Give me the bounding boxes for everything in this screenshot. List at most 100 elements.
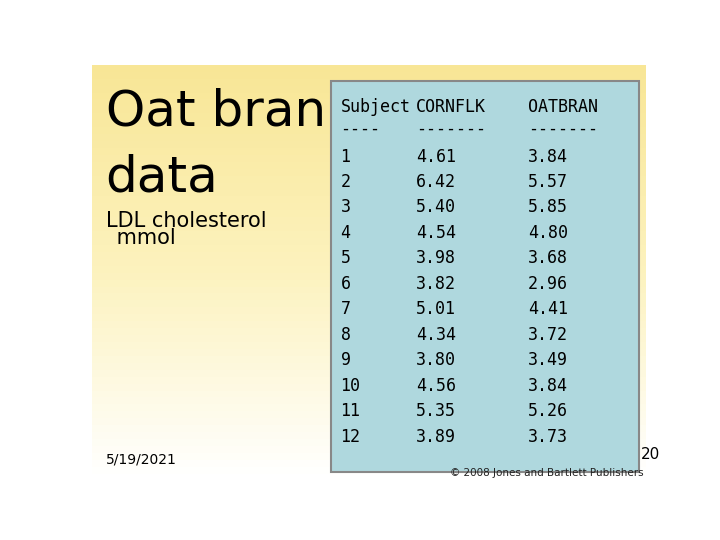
Bar (92, 127, 647, 134)
Bar (92, 168, 647, 176)
Bar (92, 245, 647, 252)
Text: 3.98: 3.98 (416, 249, 456, 267)
Text: 1: 1 (341, 147, 351, 166)
Text: Subject: Subject (341, 98, 410, 117)
Text: 3.49: 3.49 (528, 352, 567, 369)
Bar (92, 259, 647, 266)
Bar (92, 85, 647, 92)
Bar (92, 404, 647, 411)
Bar (92, 183, 647, 190)
Bar (92, 300, 647, 307)
Text: © 2008 Jones and Bartlett Publishers: © 2008 Jones and Bartlett Publishers (450, 468, 644, 478)
Text: 10: 10 (341, 377, 361, 395)
FancyBboxPatch shape (331, 82, 639, 472)
Bar (92, 106, 647, 113)
Bar (92, 335, 647, 342)
Text: 4.54: 4.54 (416, 224, 456, 242)
Text: 2.96: 2.96 (528, 275, 567, 293)
Bar (92, 252, 647, 259)
Bar (92, 210, 647, 217)
Bar (92, 162, 647, 168)
Bar (92, 238, 647, 245)
Bar (92, 453, 647, 460)
Bar (92, 92, 647, 99)
Text: LDL cholesterol: LDL cholesterol (106, 211, 266, 231)
Text: 5.40: 5.40 (416, 199, 456, 217)
Bar (92, 328, 647, 335)
Text: 3: 3 (341, 199, 351, 217)
Bar (92, 266, 647, 273)
Bar (92, 383, 647, 390)
Bar (92, 176, 647, 183)
Bar (92, 342, 647, 349)
Text: 2: 2 (341, 173, 351, 191)
Text: 9: 9 (341, 352, 351, 369)
Bar (92, 273, 647, 280)
Bar (92, 155, 647, 162)
Bar (92, 287, 647, 294)
Bar (92, 439, 647, 446)
Bar (92, 72, 647, 79)
Bar (92, 217, 647, 224)
Bar (92, 204, 647, 211)
Text: 4: 4 (341, 224, 351, 242)
Text: 12: 12 (341, 428, 361, 445)
Bar (92, 356, 647, 363)
Bar (92, 307, 647, 314)
Bar (92, 280, 647, 287)
Text: 8: 8 (341, 326, 351, 344)
Text: 7: 7 (341, 300, 351, 319)
Text: 6: 6 (341, 275, 351, 293)
Bar (92, 446, 647, 453)
Bar (92, 65, 647, 72)
Text: -------: ------- (528, 120, 598, 138)
Text: 4.34: 4.34 (416, 326, 456, 344)
Bar (92, 99, 647, 106)
Text: 3.84: 3.84 (528, 147, 567, 166)
Bar (92, 321, 647, 328)
Text: 11: 11 (341, 402, 361, 420)
Bar (92, 432, 647, 439)
Bar (92, 120, 647, 127)
Bar (92, 148, 647, 155)
Text: 3.73: 3.73 (528, 428, 567, 445)
Text: 3.89: 3.89 (416, 428, 456, 445)
Text: -------: ------- (416, 120, 486, 138)
Text: 3.80: 3.80 (416, 352, 456, 369)
Bar (92, 370, 647, 377)
Text: 5.35: 5.35 (416, 402, 456, 420)
Text: 4.61: 4.61 (416, 147, 456, 166)
Bar (92, 231, 647, 238)
Text: 5/19/2021: 5/19/2021 (106, 453, 176, 467)
Bar (92, 377, 647, 383)
Text: 20: 20 (642, 447, 660, 462)
Text: 4.80: 4.80 (528, 224, 567, 242)
Text: mmol: mmol (110, 228, 176, 248)
Bar (92, 134, 647, 141)
Bar (92, 418, 647, 425)
Text: 6.42: 6.42 (416, 173, 456, 191)
Text: 3.82: 3.82 (416, 275, 456, 293)
Bar (92, 113, 647, 120)
Bar (92, 460, 647, 467)
Text: 3.68: 3.68 (528, 249, 567, 267)
Bar (92, 363, 647, 370)
Bar (92, 390, 647, 397)
Text: 5.57: 5.57 (528, 173, 567, 191)
Text: 5.01: 5.01 (416, 300, 456, 319)
Bar (92, 79, 647, 85)
Text: Oat bran: Oat bran (106, 88, 325, 136)
Text: 3.84: 3.84 (528, 377, 567, 395)
Bar (92, 141, 647, 148)
Bar (92, 190, 647, 197)
Text: 5: 5 (341, 249, 351, 267)
Text: 4.56: 4.56 (416, 377, 456, 395)
Bar (92, 474, 647, 481)
Text: 4.41: 4.41 (528, 300, 567, 319)
Bar (92, 425, 647, 432)
Bar (92, 411, 647, 418)
Bar (92, 349, 647, 356)
Bar (92, 294, 647, 300)
Bar (92, 224, 647, 231)
Bar (92, 314, 647, 321)
